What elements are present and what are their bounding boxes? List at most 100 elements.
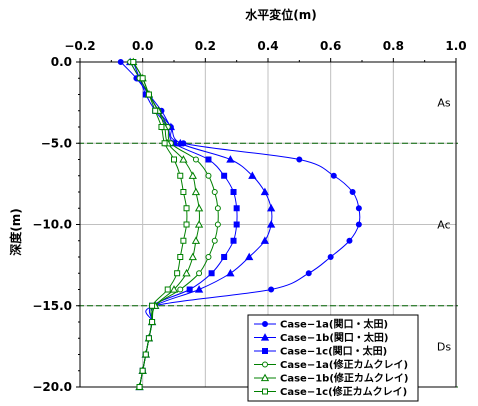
data-point bbox=[174, 270, 181, 277]
data-point bbox=[139, 75, 146, 82]
data-point bbox=[169, 285, 179, 293]
data-point bbox=[268, 286, 275, 293]
legend-marker bbox=[262, 388, 268, 395]
x-tick-label: 0.8 bbox=[383, 39, 404, 53]
legend-label: Case−1c(修正カムクレイ) bbox=[280, 385, 407, 398]
data-point bbox=[161, 140, 168, 147]
legend: Case−1a(関口・太田)Case−1b(関口・太田)Case−1c(関口・太… bbox=[247, 314, 419, 402]
x-tick-label: 0.0 bbox=[132, 39, 153, 53]
data-point bbox=[180, 237, 187, 244]
data-point bbox=[152, 107, 159, 114]
data-point bbox=[183, 221, 190, 228]
data-point bbox=[349, 189, 356, 195]
data-point bbox=[145, 91, 152, 98]
data-point bbox=[158, 124, 165, 130]
data-point bbox=[179, 155, 188, 163]
zone-labels: As Ac Ds bbox=[437, 97, 451, 354]
data-point bbox=[355, 221, 362, 228]
data-point bbox=[177, 172, 184, 179]
data-point bbox=[296, 156, 303, 163]
data-point bbox=[260, 187, 270, 196]
legend-item: Case−1b(修正カムクレイ) bbox=[254, 372, 408, 385]
data-point bbox=[305, 270, 312, 277]
data-point bbox=[330, 172, 337, 179]
data-point bbox=[221, 254, 228, 260]
data-point bbox=[176, 138, 185, 147]
data-point bbox=[346, 237, 353, 244]
data-point bbox=[221, 172, 228, 179]
data-point bbox=[177, 286, 184, 293]
data-point bbox=[233, 221, 240, 228]
legend-box bbox=[247, 314, 419, 402]
data-series bbox=[117, 57, 362, 391]
data-point bbox=[194, 220, 204, 228]
legend-label: Case−1c(関口・太田) bbox=[280, 345, 387, 358]
x-tick-label: 1.0 bbox=[445, 39, 466, 53]
data-point bbox=[248, 171, 257, 179]
y-tick-label: −5.0 bbox=[41, 136, 72, 150]
legend-label: Case−1b(関口・太田) bbox=[280, 331, 388, 344]
data-point bbox=[355, 205, 362, 212]
legend-item: Case−1b(関口・太田) bbox=[254, 331, 388, 344]
data-point bbox=[183, 205, 190, 212]
data-point bbox=[266, 203, 276, 212]
data-point bbox=[226, 155, 235, 163]
data-point bbox=[139, 367, 146, 374]
series-6 bbox=[130, 59, 190, 390]
x-tick-label: −0.2 bbox=[64, 39, 95, 53]
legend-marker bbox=[260, 373, 270, 382]
data-point bbox=[136, 384, 143, 390]
chart-title: 水平変位(m) bbox=[245, 7, 316, 22]
zone-label: Ac bbox=[437, 219, 450, 232]
data-point bbox=[230, 189, 237, 195]
x-tick-label: 0.2 bbox=[195, 39, 216, 53]
data-point bbox=[226, 268, 235, 277]
data-point bbox=[149, 319, 156, 325]
legend-label: Case−1b(修正カムクレイ) bbox=[280, 372, 408, 385]
x-tick-label: 0.6 bbox=[320, 39, 341, 53]
data-point bbox=[142, 351, 149, 358]
data-point bbox=[266, 220, 276, 228]
data-point bbox=[230, 237, 237, 244]
data-point bbox=[188, 171, 197, 179]
data-point bbox=[194, 285, 204, 293]
data-point bbox=[214, 221, 221, 228]
legend-item: Case−1a(修正カムクレイ) bbox=[254, 358, 408, 371]
legend-label: Case−1a(関口・太田) bbox=[280, 318, 388, 331]
legend-item: Case−1c(修正カムクレイ) bbox=[254, 385, 407, 398]
legend-item: Case−1c(関口・太田) bbox=[254, 345, 387, 358]
legend-marker bbox=[262, 361, 268, 368]
data-point bbox=[214, 205, 221, 212]
data-point bbox=[327, 254, 334, 260]
data-point bbox=[208, 270, 215, 277]
data-point bbox=[211, 237, 218, 244]
data-point bbox=[188, 252, 197, 261]
data-point bbox=[191, 187, 201, 196]
data-point bbox=[205, 156, 212, 163]
legend-marker bbox=[260, 333, 270, 341]
data-point bbox=[245, 252, 254, 261]
legend-marker bbox=[262, 348, 268, 354]
data-point bbox=[149, 302, 156, 309]
y-tick-label: 0.0 bbox=[51, 55, 72, 69]
data-point bbox=[205, 172, 212, 179]
data-point bbox=[211, 189, 218, 195]
data-point bbox=[191, 236, 201, 244]
x-tick-label: 0.4 bbox=[257, 39, 278, 53]
legend-item: Case−1a(関口・太田) bbox=[254, 318, 388, 331]
data-point bbox=[117, 59, 124, 65]
y-tick-label: −10.0 bbox=[32, 218, 72, 232]
data-point bbox=[164, 286, 171, 293]
data-point bbox=[177, 254, 184, 260]
zone-label: Ds bbox=[437, 340, 451, 353]
data-point bbox=[182, 268, 191, 277]
zone-label: As bbox=[437, 97, 451, 110]
y-tick-label: −20.0 bbox=[32, 380, 72, 394]
data-point bbox=[196, 270, 203, 277]
data-point bbox=[186, 286, 193, 293]
legend-marker bbox=[262, 321, 268, 327]
data-point bbox=[205, 254, 212, 260]
x-axis-ticks: −0.2 0.0 0.2 0.4 0.6 0.8 1.0 bbox=[64, 39, 467, 62]
y-tick-label: −15.0 bbox=[32, 299, 72, 313]
